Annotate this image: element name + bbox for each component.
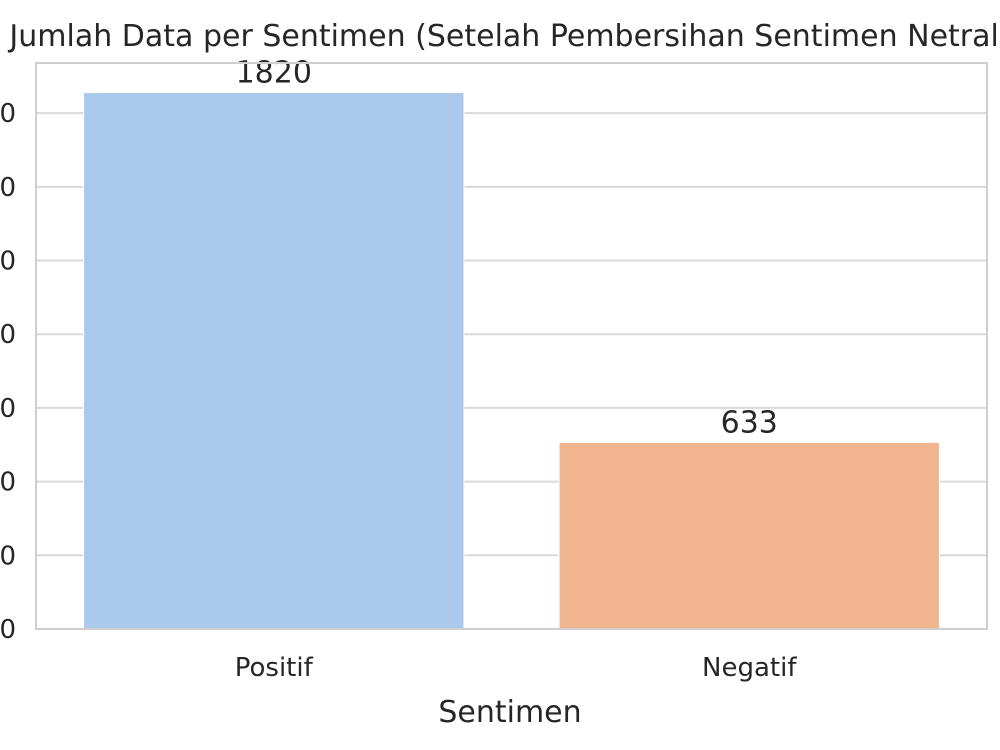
y-tick-label: 750 [0, 394, 16, 424]
data-label: 1820 [236, 55, 312, 90]
x-axis-ticks: Positif Negatif [235, 653, 798, 683]
bar-positif [83, 91, 465, 630]
y-tick-label: 500 [0, 468, 16, 498]
data-label: 633 [721, 405, 778, 440]
bar-negatif [558, 441, 940, 630]
x-axis-label: Sentimen [438, 695, 581, 730]
plot-frame [35, 62, 988, 630]
y-tick-label: 1000 [0, 320, 16, 350]
y-tick-label: 1500 [0, 173, 16, 203]
y-tick-label: 0 [0, 615, 16, 645]
data-labels: 1820 633 [236, 55, 778, 440]
x-tick-label: Positif [235, 653, 314, 683]
y-tick-label: 1250 [0, 247, 16, 277]
chart-title: Jumlah Data per Sentimen (Setelah Pember… [7, 19, 1000, 54]
y-axis-ticks: 0 250 500 750 1000 1250 1500 1750 [0, 99, 16, 645]
y-tick-label: 250 [0, 541, 16, 571]
x-tick-label: Negatif [702, 653, 797, 683]
y-tick-label: 1750 [0, 99, 16, 129]
bars [83, 91, 940, 630]
